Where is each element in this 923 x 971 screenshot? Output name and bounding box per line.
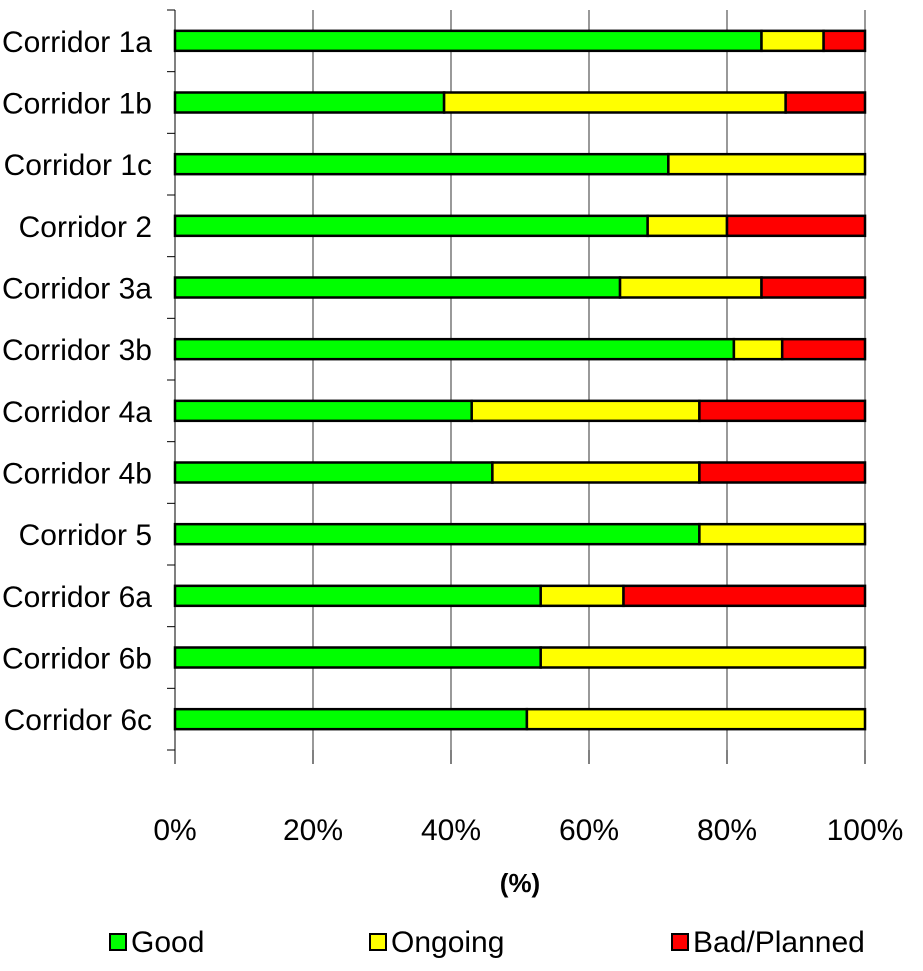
bar-segment-good	[173, 29, 763, 53]
bar-segment-ongoing	[442, 91, 787, 114]
bar-segment-good	[173, 399, 473, 423]
bar-segment-ongoing	[525, 707, 867, 731]
category-label: Corridor 6b	[2, 643, 152, 676]
legend-swatch	[671, 933, 689, 951]
bar-segment-good	[173, 152, 670, 176]
category-label: Corridor 4a	[2, 396, 152, 429]
bar-segment-bad-planned	[780, 337, 867, 361]
x-tick-label: 40%	[421, 814, 481, 847]
legend-item-bad-planned: Bad/Planned	[671, 926, 865, 959]
bar-segment-ongoing	[760, 29, 825, 53]
legend: Good Ongoing Bad/Planned	[109, 926, 865, 959]
bar-segment-bad-planned	[760, 276, 867, 299]
bar-segment-good	[173, 461, 494, 484]
category-label: Corridor 3a	[2, 273, 152, 306]
legend-swatch	[109, 933, 127, 951]
bar-segment-ongoing	[539, 646, 867, 669]
category-label: Corridor 4b	[2, 458, 152, 491]
x-tick-label: 20%	[283, 814, 343, 847]
legend-label: Bad/Planned	[693, 926, 865, 959]
bar-segment-good	[173, 584, 542, 608]
bar-segment-ongoing	[667, 152, 867, 176]
bar-segment-ongoing	[646, 214, 729, 238]
bar-segment-ongoing	[539, 584, 625, 608]
bar-segment-bad-planned	[784, 91, 867, 114]
x-tick-label: 0%	[153, 814, 196, 847]
bar-segment-ongoing	[732, 337, 784, 361]
bar-segment-good	[173, 707, 529, 731]
bar-segment-bad-planned	[622, 584, 867, 608]
category-label: Corridor 1a	[2, 26, 152, 59]
bar-segment-ongoing	[491, 461, 701, 484]
legend-label: Good	[131, 926, 204, 959]
bar-segment-good	[173, 646, 542, 669]
category-label: Corridor 1b	[2, 88, 152, 121]
bar-segment-good	[173, 522, 701, 546]
bar-segment-bad-planned	[698, 461, 867, 484]
x-axis-title: (%)	[500, 868, 540, 898]
bar-segment-good	[173, 337, 736, 361]
category-labels: Corridor 1a Corridor 1b Corridor 1c Corrido…	[2, 26, 152, 737]
category-label: Corridor 6c	[4, 704, 152, 737]
bar-segment-good	[173, 214, 649, 238]
bars	[173, 29, 867, 731]
bar-segment-ongoing	[618, 276, 763, 299]
bar-segment-good	[173, 276, 622, 299]
axes	[167, 9, 866, 764]
legend-item-good: Good	[109, 926, 204, 959]
bar-segment-good	[173, 91, 446, 114]
x-tick-label: 60%	[559, 814, 619, 847]
x-tick-labels: 0% 20% 40% 60% 80% 100%	[153, 814, 903, 847]
legend-label: Ongoing	[391, 926, 504, 959]
bar-segment-ongoing	[698, 522, 867, 546]
bar-segment-bad-planned	[698, 399, 867, 423]
x-tick-label: 80%	[697, 814, 757, 847]
category-label: Corridor 3b	[2, 334, 152, 367]
grid-lines	[312, 10, 866, 750]
category-label: Corridor 2	[19, 211, 152, 244]
category-label: Corridor 5	[19, 519, 152, 552]
bar-segment-bad-planned	[822, 29, 867, 53]
category-label: Corridor 6a	[2, 581, 152, 614]
legend-swatch	[369, 933, 387, 951]
bar-segment-bad-planned	[725, 214, 867, 238]
legend-item-ongoing: Ongoing	[369, 926, 504, 959]
x-tick-label: 100%	[827, 814, 904, 847]
category-label: Corridor 1c	[4, 149, 152, 182]
bar-segment-ongoing	[470, 399, 701, 423]
